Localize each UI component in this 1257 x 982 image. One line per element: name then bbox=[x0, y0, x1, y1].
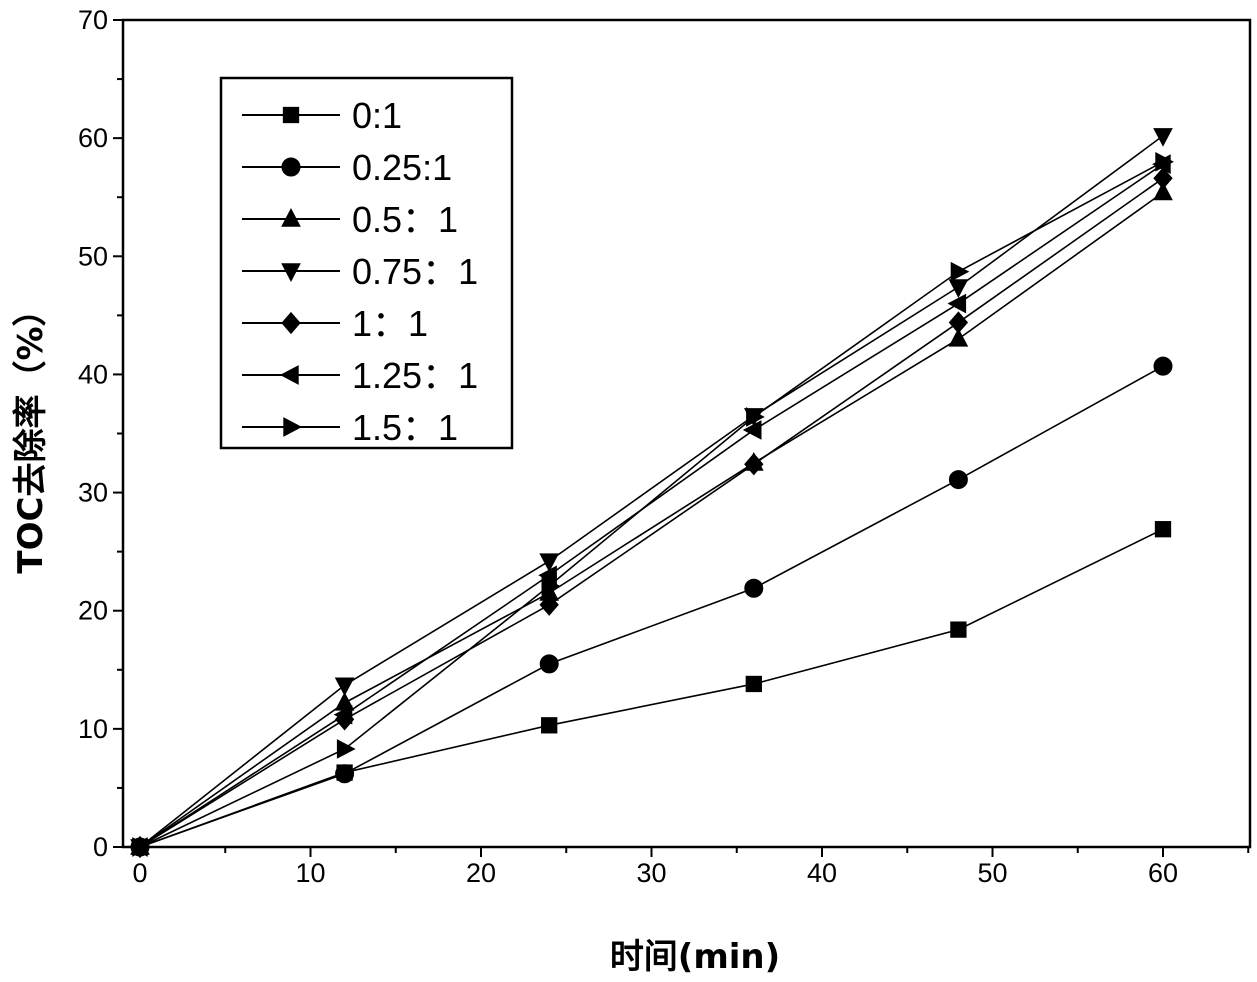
legend-marker bbox=[280, 365, 299, 385]
x-tick-label: 10 bbox=[295, 858, 325, 888]
data-point bbox=[745, 675, 762, 693]
data-point bbox=[1154, 521, 1172, 538]
data-point bbox=[336, 739, 356, 759]
legend-label: 1.5：1 bbox=[352, 407, 458, 448]
data-point bbox=[1153, 356, 1173, 376]
legend-label: 0.25:1 bbox=[352, 147, 452, 188]
y-tick-label: 40 bbox=[78, 359, 108, 389]
data-point bbox=[948, 311, 969, 334]
legend-marker bbox=[283, 417, 302, 437]
data-point bbox=[950, 621, 967, 638]
legend-marker bbox=[281, 311, 301, 335]
series-lines bbox=[139, 135, 1164, 848]
x-tick-label: 20 bbox=[466, 858, 496, 888]
series-line bbox=[139, 163, 1164, 848]
data-point bbox=[541, 717, 558, 734]
data-point bbox=[1153, 167, 1173, 190]
legend-label: 0.75：1 bbox=[352, 251, 478, 292]
series-markers bbox=[129, 128, 1174, 859]
series-line bbox=[139, 191, 1164, 848]
axis-ticks: 0 10 20 30 40 50 60 0 10 20 30 40 50 60 70 bbox=[78, 5, 1250, 888]
y-tick-label: 60 bbox=[78, 123, 108, 153]
legend-marker bbox=[282, 106, 300, 124]
series-line bbox=[139, 528, 1164, 848]
data-point bbox=[746, 407, 765, 427]
data-point bbox=[539, 593, 559, 616]
data-point bbox=[950, 261, 970, 282]
data-point bbox=[947, 293, 967, 314]
legend-label: 0:1 bbox=[352, 95, 402, 136]
y-tick-label: 30 bbox=[78, 478, 108, 508]
data-point bbox=[948, 328, 969, 347]
data-point bbox=[1153, 181, 1173, 201]
data-point bbox=[333, 704, 353, 725]
y-tick-label: 0 bbox=[93, 832, 108, 862]
legend-label: 1.25：1 bbox=[352, 355, 478, 396]
y-tick-label: 50 bbox=[78, 241, 108, 271]
data-point bbox=[742, 420, 762, 440]
y-tick-label: 20 bbox=[78, 596, 108, 626]
series-line bbox=[139, 365, 1164, 848]
data-point bbox=[541, 576, 561, 596]
data-point bbox=[1155, 151, 1174, 172]
x-tick-label: 40 bbox=[807, 858, 837, 888]
y-axis-title: TOC去除率（%） bbox=[11, 292, 51, 573]
data-point bbox=[744, 453, 764, 476]
x-tick-label: 0 bbox=[132, 858, 147, 888]
series-line bbox=[139, 161, 1164, 848]
x-tick-label: 30 bbox=[636, 858, 666, 888]
legend-label: 0.5：1 bbox=[352, 199, 458, 240]
data-point bbox=[948, 470, 968, 490]
series-line bbox=[139, 177, 1164, 848]
series-line bbox=[139, 135, 1164, 848]
legend-label: 1：1 bbox=[352, 303, 428, 344]
legend-box bbox=[219, 76, 514, 450]
x-tick-label: 60 bbox=[1148, 858, 1178, 888]
legend: 0:1 0.25:1 0.5：1 0.75：1 1：1 1.25：1 1.5：1 bbox=[219, 76, 514, 450]
data-point bbox=[948, 279, 969, 298]
data-point bbox=[744, 578, 764, 598]
data-point bbox=[335, 764, 355, 784]
data-point bbox=[132, 837, 151, 857]
y-tick-label: 70 bbox=[78, 5, 108, 35]
data-point bbox=[334, 677, 355, 697]
data-point bbox=[1153, 128, 1173, 147]
x-axis-title: 时间(min) bbox=[610, 937, 780, 977]
legend-marker bbox=[281, 263, 301, 282]
data-point bbox=[539, 654, 559, 674]
x-tick-label: 50 bbox=[977, 858, 1007, 888]
data-point bbox=[539, 553, 560, 573]
legend-marker bbox=[281, 157, 301, 177]
y-tick-label: 10 bbox=[78, 714, 108, 744]
legend-marker bbox=[281, 208, 301, 227]
